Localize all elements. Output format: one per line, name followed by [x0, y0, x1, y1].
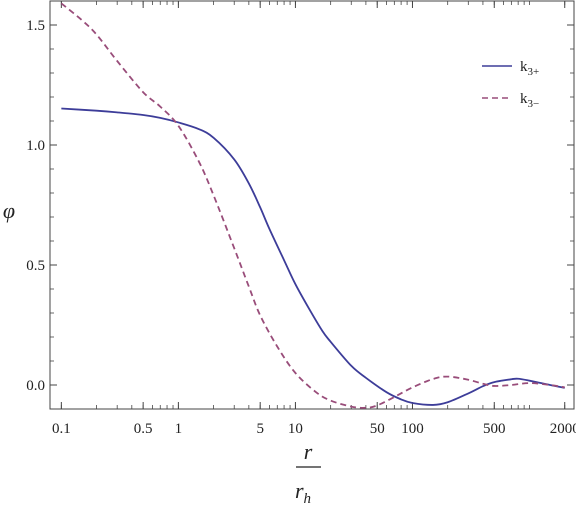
legend-label-base: k: [520, 59, 528, 75]
x-axis-ticks: 0.1 0.5 1 5 10 50 100 500 2000: [52, 1, 576, 437]
x-axis-label-denominator: rh: [295, 478, 311, 505]
legend-label-k3-minus: k3−: [520, 91, 539, 110]
plot-frame: [49, 0, 575, 410]
y-tick-label: 1.5: [26, 18, 45, 34]
y-axis-ticks: 0.0 0.5 1.0 1.5: [26, 0, 574, 410]
x-tick-label: 500: [483, 421, 506, 437]
legend-label-sub: 3−: [528, 98, 540, 110]
x-tick-label: 0.1: [52, 421, 71, 437]
x-tick-label: 100: [401, 421, 424, 437]
x-tick-label: 2000: [550, 421, 576, 437]
x-tick-label: 1: [175, 421, 183, 437]
x-tick-label: 50: [370, 421, 385, 437]
x-tick-label: 10: [288, 421, 303, 437]
y-axis-label: φ: [3, 198, 15, 223]
y-tick-label: 0.0: [26, 378, 45, 394]
series-layer: [60, 2, 565, 409]
y-tick-label: 0.5: [26, 258, 45, 274]
x-tick-label: 5: [256, 421, 264, 437]
series-line-k3-minus: [60, 2, 565, 409]
legend-label-base: k: [520, 91, 528, 107]
x-tick-label: 0.5: [134, 421, 153, 437]
legend-label-k3-plus: k3+: [520, 59, 539, 78]
x-axis-label: r rh: [295, 439, 321, 507]
legend-label-sub: 3+: [528, 66, 540, 78]
x-axis-label-denominator-sub: h: [304, 491, 312, 505]
y-tick-label: 1.0: [26, 138, 45, 154]
x-axis-label-denominator-base: r: [295, 478, 304, 503]
x-axis-label-numerator: r: [304, 439, 313, 464]
series-line-k3-plus: [61, 107, 565, 406]
legend: k3+k3−: [482, 59, 539, 110]
